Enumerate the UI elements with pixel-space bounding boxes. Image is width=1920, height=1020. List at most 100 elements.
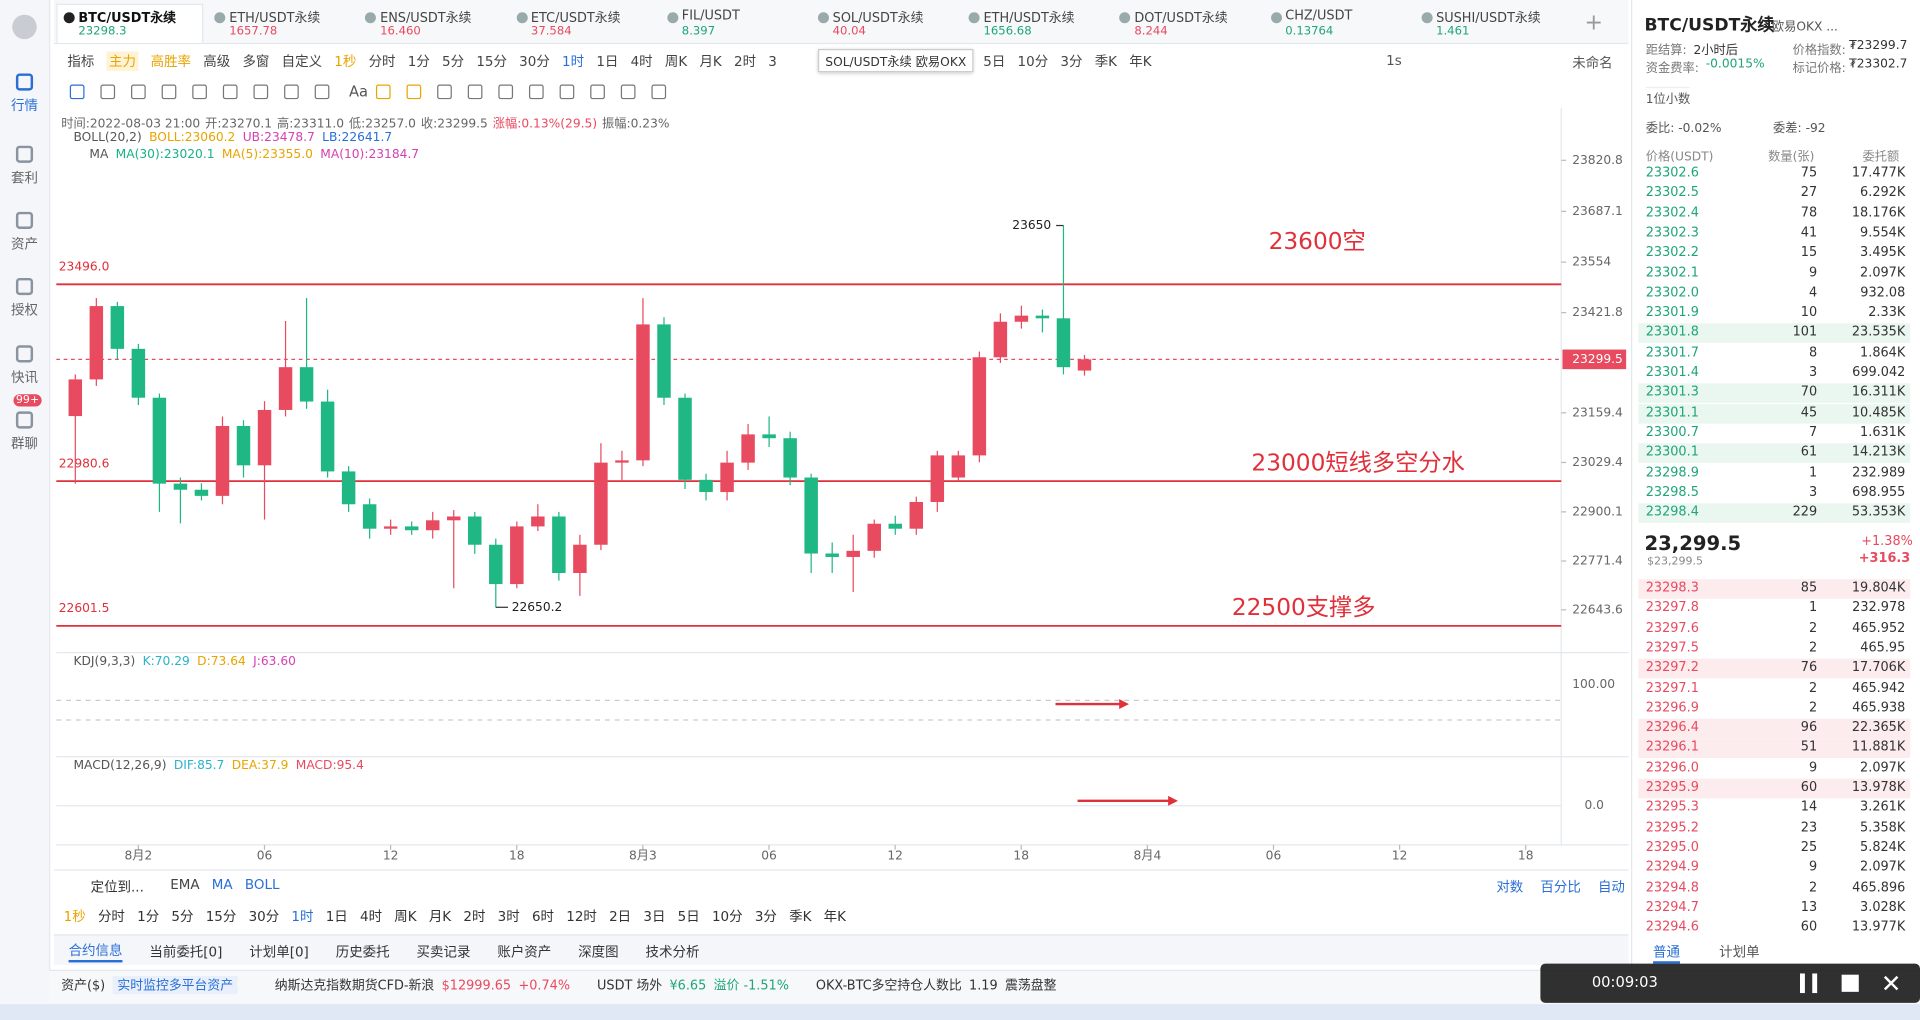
locate[interactable]: 定位到... [90,879,144,896]
interval[interactable]: 3分 [754,908,777,925]
indicator[interactable]: EMA [170,876,200,893]
interval[interactable]: 1秒 [63,908,86,925]
toolbar-item[interactable]: 1分 [407,53,430,70]
interval[interactable]: 3时 [497,908,520,925]
monitor[interactable]: 实时监控多平台资产 [112,975,239,995]
tool-icon[interactable] [590,84,605,100]
bottom-tab[interactable]: 历史委托 [335,944,390,961]
bottom-tab[interactable]: 当前委托[0] [149,944,223,961]
interval[interactable]: 2日 [609,908,632,925]
tool-icon[interactable] [528,84,544,100]
interval[interactable]: 1日 [325,908,348,925]
toolbar-item[interactable]: 1时 [562,53,585,70]
toolbar-item[interactable]: 5分 [442,53,465,70]
tab-name[interactable]: ETC/USDT永续 [530,11,621,26]
tab-name[interactable]: SUSHI/USDT永续 [1436,11,1541,26]
panel-tab-1[interactable]: 普通 [1653,942,1681,964]
interval[interactable]: 5日 [677,908,700,925]
close[interactable]: ✕ [1880,968,1902,998]
tb-right-1[interactable]: 1s [1386,52,1402,69]
toolbar-item[interactable]: 高胜率 [150,53,192,70]
panel-tab-2[interactable]: 计划单 [1719,944,1760,961]
tab-name[interactable]: FIL/USDT [681,8,740,24]
ob-row[interactable]: 23298.9 1 232.989 [1638,463,1910,483]
scale-item[interactable]: 百分比 [1540,879,1581,896]
tab-name[interactable]: DOT/USDT永续 [1134,11,1228,26]
interval[interactable]: 15分 [205,908,237,925]
tab-name[interactable]: ETH/USDT永续 [229,11,321,26]
tool-text[interactable]: Aa [348,83,369,101]
tool-icon[interactable] [314,84,330,100]
indicator[interactable]: BOLL [244,876,280,893]
pause[interactable] [1800,973,1818,994]
tool-icon[interactable] [559,84,575,100]
toolbar-item[interactable]: 3 [768,53,777,70]
toolbar-item[interactable]: 指标 [67,53,95,70]
toolbar-item[interactable]: 30分 [519,53,550,70]
ob-row[interactable]: 23297.1 2 465.942 [1638,679,1910,699]
toolbar-item[interactable]: 季K [1094,53,1118,70]
ob-row[interactable]: 23296.9 2 465.938 [1638,699,1910,719]
tool-icon[interactable] [406,84,422,100]
toolbar-item[interactable]: 高级 [203,53,231,70]
tool-icon[interactable] [467,84,483,100]
ob-row[interactable]: 23297.8 1 232.978 [1638,599,1910,619]
side-icon[interactable] [15,277,34,296]
interval[interactable]: 周K [394,908,417,925]
interval[interactable]: 30分 [248,908,280,925]
interval[interactable]: 12时 [566,908,597,925]
interval[interactable]: 月K [428,908,452,925]
toolbar-item[interactable]: 1秒 [334,53,357,70]
scale-item[interactable]: 自动 [1597,879,1625,896]
ob-row[interactable]: 23296.4 96 22.365K [1638,718,1911,739]
decimals[interactable]: 1位小数 [1645,86,1691,107]
tool-icon[interactable] [192,84,207,100]
ob-row[interactable]: 23301.8 101 23.535K [1638,323,1911,344]
side-icon[interactable] [15,145,34,163]
bottom-tab[interactable]: 合约信息 [68,940,123,963]
side-icon[interactable] [15,411,34,429]
tool-icon[interactable] [69,84,85,100]
ob-row[interactable]: 23298.4 229 53.353K [1638,503,1911,523]
interval[interactable]: 5分 [171,908,194,925]
ob-row[interactable]: 23301.1 45 10.485K [1638,403,1911,424]
ob-row[interactable]: 23302.4 78 18.176K [1638,204,1910,224]
bottom-tab[interactable]: 计划单[0] [249,944,309,961]
tool-icon[interactable] [284,84,299,100]
tab-name[interactable]: ENS/USDT永续 [380,11,472,26]
ob-row[interactable]: 23294.8 2 465.896 [1638,879,1910,899]
tool-icon[interactable] [222,84,238,100]
interval[interactable]: 分时 [97,908,125,925]
interval[interactable]: 季K [789,908,812,925]
toolbar-item[interactable]: 3分 [1060,53,1083,70]
ob-row[interactable]: 23302.1 9 2.097K [1638,264,1910,284]
ob-row[interactable]: 23298.5 3 698.955 [1638,483,1910,503]
interval[interactable]: 6时 [531,908,555,925]
tool-icon[interactable] [620,84,636,100]
side-icon[interactable] [15,345,34,363]
ob-row[interactable]: 23295.9 60 13.978K [1638,778,1911,799]
toolbar-item[interactable]: 年K [1129,53,1152,70]
ob-row[interactable]: 23294.9 9 2.097K [1638,859,1910,879]
ob-row[interactable]: 23296.0 9 2.097K [1638,759,1910,779]
tab-name[interactable]: ETH/USDT永续 [983,11,1075,26]
ob-row[interactable]: 23297.5 2 465.95 [1638,639,1910,659]
bottom-tab[interactable]: 买卖记录 [416,944,471,961]
tool-icon[interactable] [375,84,391,100]
interval[interactable]: 4时 [360,908,383,925]
ob-row[interactable]: 23302.6 75 17.477K [1638,164,1910,184]
ob-row[interactable]: 23302.5 27 6.292K [1638,184,1910,204]
ob-row[interactable]: 23301.4 3 699.042 [1638,364,1910,384]
tool-icon[interactable] [161,84,177,100]
tool-icon[interactable] [651,84,667,100]
stop[interactable] [1841,974,1859,992]
add-tab[interactable]: + [1584,9,1603,36]
tab-name[interactable]: BTC/USDT永续 [78,11,176,26]
ob-row[interactable]: 23302.3 41 9.554K [1638,224,1910,244]
toolbar-item[interactable]: 10分 [1017,53,1049,70]
bottom-tab[interactable]: 深度图 [578,944,619,961]
interval[interactable]: 1时 [291,908,314,925]
toolbar-item[interactable]: 2时 [734,53,757,70]
tab-name[interactable]: CHZ/USDT [1285,8,1353,24]
side-icon[interactable] [15,73,34,91]
